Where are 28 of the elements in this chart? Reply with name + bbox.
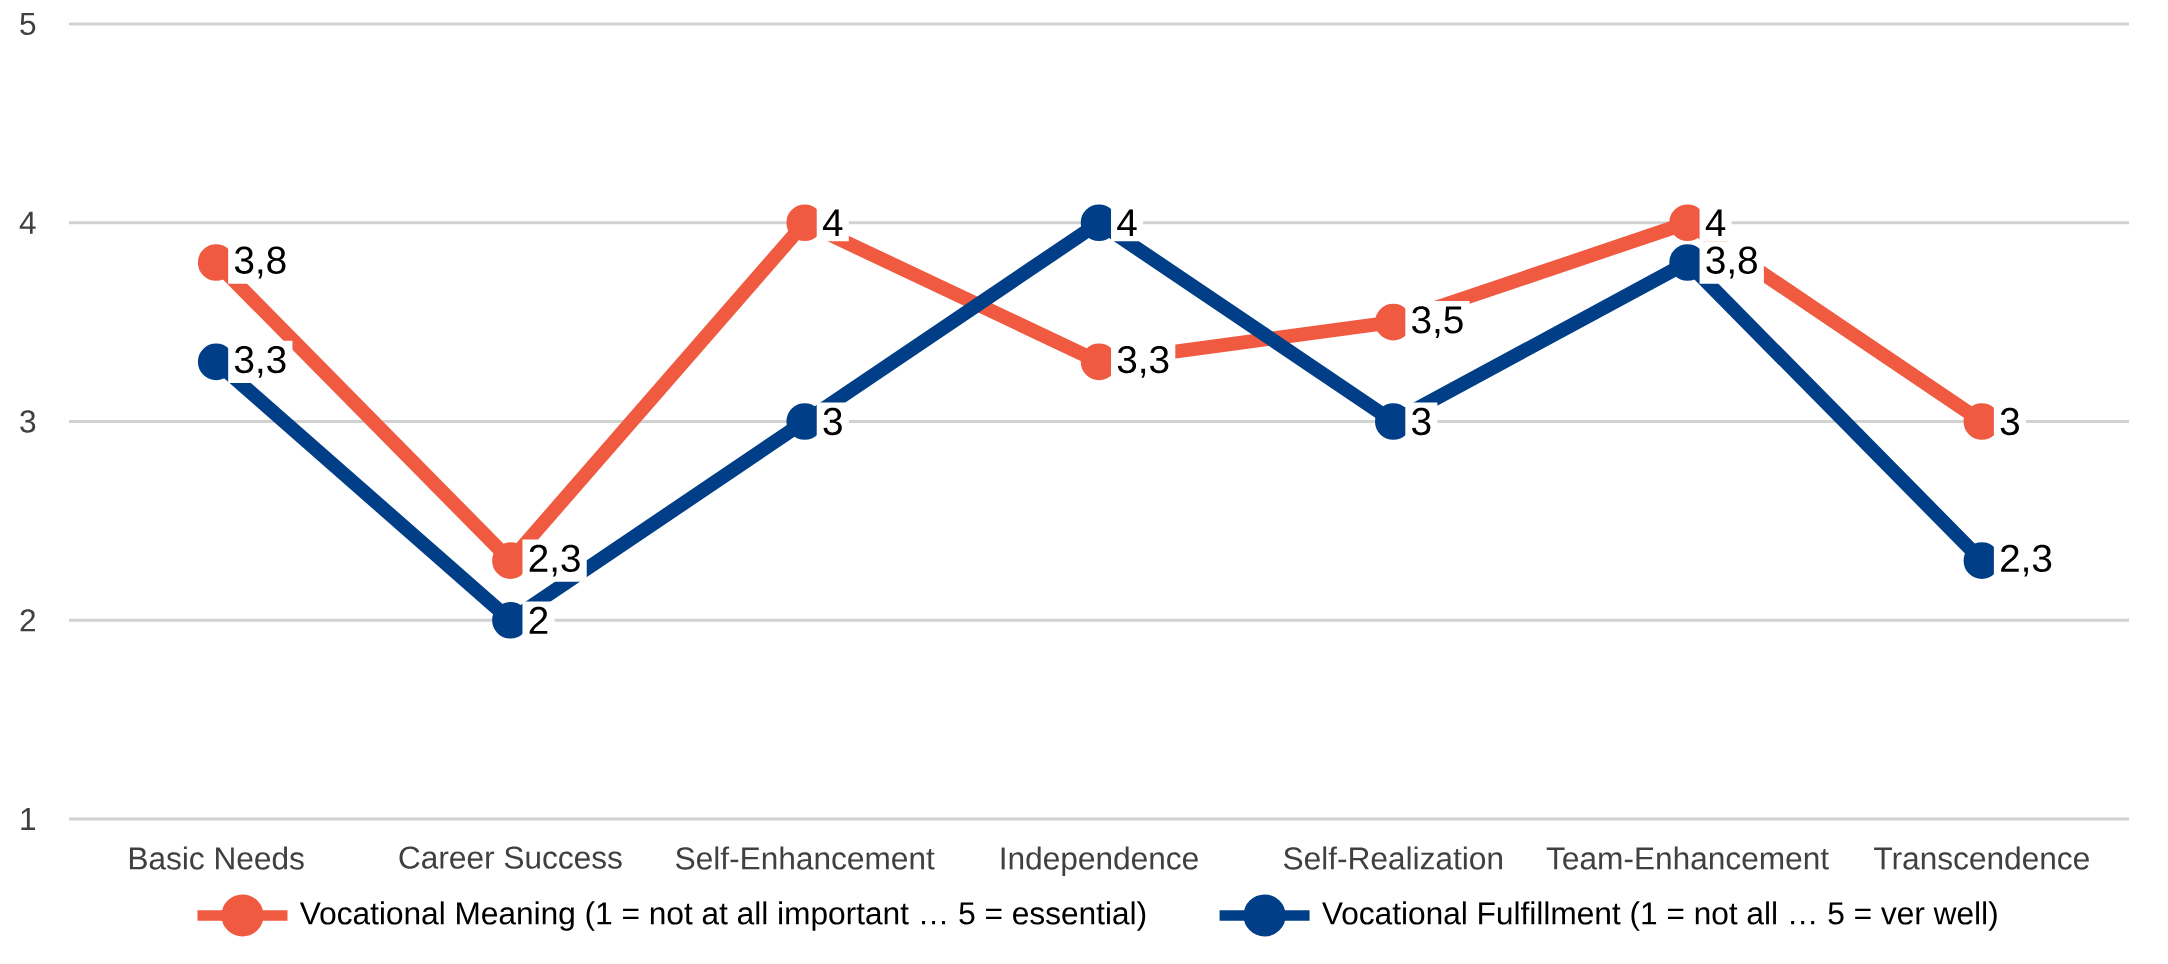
- y-tick-label: 5: [20, 12, 36, 36]
- data-label: 3: [2000, 407, 2019, 436]
- x-tick-label: Self-Enhancement: [676, 846, 935, 870]
- data-label: 3,8: [234, 246, 286, 279]
- data-label: 3,3: [234, 345, 286, 378]
- data-label: 2,3: [529, 544, 580, 577]
- x-tick-label: Career Success: [399, 846, 622, 869]
- data-label: 4: [1705, 209, 1726, 237]
- data-label: 3: [823, 407, 842, 436]
- data-label: 3,8: [1706, 246, 1757, 279]
- y-tick-label: 1: [21, 808, 36, 830]
- data-label: 3,5: [1412, 306, 1463, 339]
- legend-label: Vocational Meaning (1 = not at all important … 5 = essential): [299, 901, 1146, 931]
- x-tick-label: Team-Enhancement: [1546, 846, 1829, 870]
- x-tick-label: Independence: [1001, 846, 1198, 876]
- x-tick-label: Self-Realization: [1283, 846, 1502, 870]
- legend-label: Vocational Fulfillment (1 = not all … 5 = ver well): [1322, 901, 1997, 931]
- data-label: 2: [529, 606, 548, 634]
- data-label: 4: [1117, 209, 1137, 237]
- data-label: 3: [1412, 407, 1431, 436]
- data-label: 3,3: [1117, 345, 1169, 378]
- y-tick-label: 3: [20, 410, 36, 433]
- data-label: 2,3: [2001, 544, 2052, 577]
- y-tick-label: 2: [20, 609, 35, 632]
- y-tick-label: 4: [19, 211, 36, 234]
- x-tick-label: Basic Needs: [129, 846, 304, 870]
- x-tick-label: Transcendence: [1874, 846, 2089, 870]
- data-label: 4: [822, 209, 843, 237]
